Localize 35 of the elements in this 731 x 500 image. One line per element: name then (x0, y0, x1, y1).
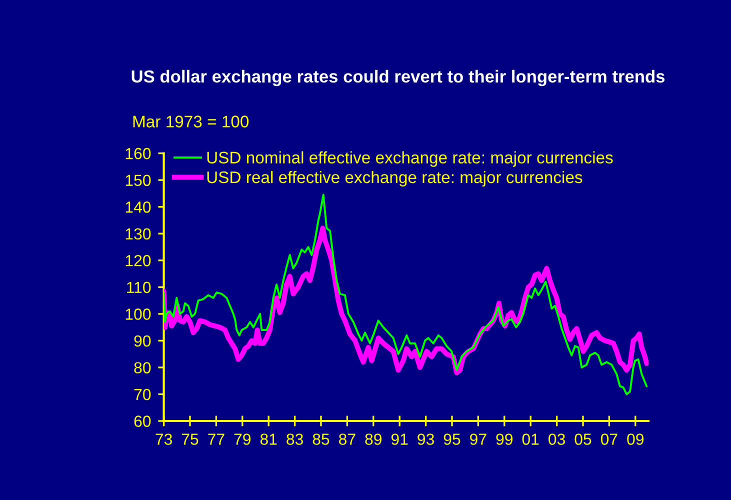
y-tick-label: 60 (134, 416, 151, 427)
x-tick-label: 99 (496, 434, 513, 445)
y-tick-label: 160 (126, 148, 151, 160)
x-tick-label: 77 (208, 434, 224, 445)
legend-label: USD real effective exchange rate: major currencies (207, 170, 582, 187)
x-tick-label: 09 (627, 434, 644, 445)
x-tick-label: 95 (444, 434, 460, 445)
y-tick-label: 100 (126, 308, 151, 320)
x-tick-label: 07 (600, 434, 618, 445)
y-tick-label: 90 (134, 335, 151, 347)
x-tick-label: 89 (365, 434, 382, 445)
x-tick-label: 87 (339, 434, 356, 445)
x-tick-label: 91 (391, 434, 408, 445)
x-tick-label: 05 (574, 434, 592, 445)
x-tick-label: 83 (286, 434, 303, 445)
x-tick-label: 03 (548, 434, 565, 445)
y-tick-label: 140 (126, 201, 151, 213)
x-tick-label: 73 (156, 434, 172, 445)
y-tick-label: 110 (127, 282, 151, 294)
x-tick-label: 97 (470, 434, 486, 445)
line-series (164, 194, 648, 396)
y-tick-label: 150 (126, 174, 151, 186)
x-tick-label: 01 (522, 434, 539, 445)
y-tick-label: 70 (134, 388, 151, 400)
y-tick-label: 80 (134, 362, 151, 374)
y-tick-label: 130 (126, 228, 151, 240)
x-tick-label: 79 (234, 434, 251, 445)
legend-label: USD nominal effective exchange rate: major currencies (207, 151, 613, 167)
x-tick-label: 81 (260, 434, 277, 445)
x-tick-label: 93 (418, 434, 434, 445)
y-tick-label: 120 (126, 255, 151, 266)
chart-title: US dollar exchange rates could revert to their longer-term trends (132, 70, 665, 86)
x-tick-label: 75 (182, 434, 198, 445)
x-tick-label: 85 (312, 434, 330, 445)
y-axis-title: Mar 1973 = 100 (133, 116, 249, 128)
